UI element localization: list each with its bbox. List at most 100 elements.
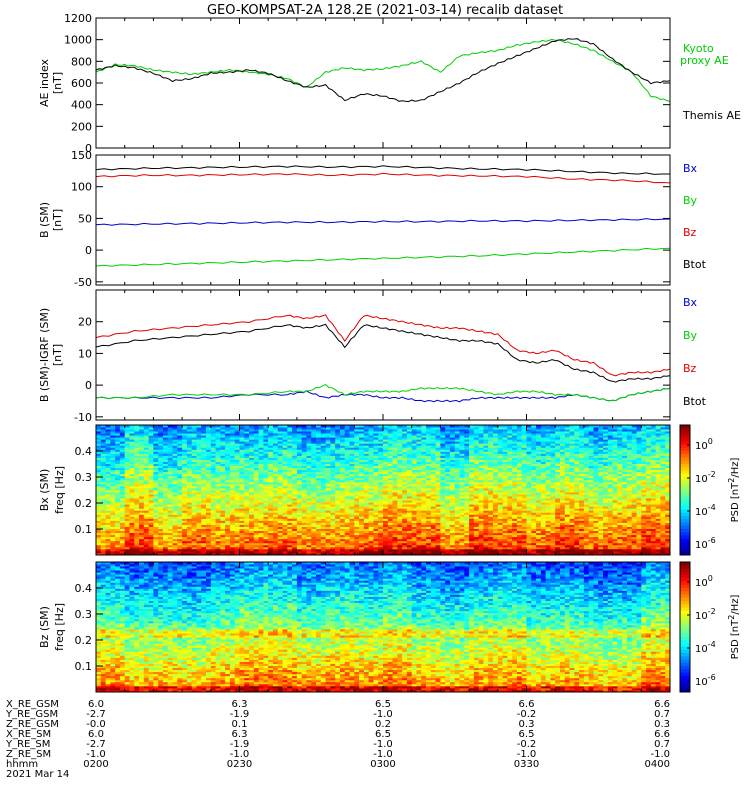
spectrogram-cell <box>167 479 173 483</box>
spectrogram-cell <box>172 451 178 454</box>
spectrogram-cell <box>220 500 226 503</box>
spectrogram-cell <box>105 469 111 473</box>
spectrogram-cell <box>139 475 145 479</box>
spectrogram-cell <box>296 538 303 542</box>
spectrogram-cell <box>311 443 317 446</box>
spectrogram-cell <box>311 471 317 475</box>
spectrogram-cell <box>225 447 231 450</box>
spectrogram-cell <box>143 530 150 534</box>
spectrogram-cell <box>229 445 236 448</box>
spectrogram-cell <box>148 477 154 481</box>
spectrogram-cell <box>186 475 193 479</box>
spectrogram-cell <box>148 528 154 532</box>
spectrogram-cell <box>320 457 326 460</box>
spectrogram-cell <box>296 471 303 475</box>
spectrogram-cell <box>134 538 140 542</box>
spectrogram-cell <box>277 441 283 444</box>
spectrogram-cell <box>110 435 116 438</box>
spectrogram-cell <box>186 514 193 517</box>
spectrogram-cell <box>234 473 240 477</box>
spectrogram-cell <box>129 494 135 497</box>
spectrogram-cell <box>115 487 121 491</box>
spectrogram-cell <box>268 451 274 454</box>
spectrogram-cell <box>153 504 159 507</box>
spectrogram-cell <box>177 433 183 436</box>
spectrogram-cell <box>244 508 250 511</box>
spectrogram-cell <box>282 542 288 546</box>
spectrogram-cell <box>182 502 188 505</box>
spectrogram-cell <box>215 518 221 521</box>
spectrogram-cell <box>105 520 111 523</box>
spectrogram-cell <box>201 459 207 462</box>
spectrogram-cell <box>96 496 102 499</box>
spectrogram-cell <box>115 461 121 464</box>
spectrogram-cell <box>215 435 221 438</box>
spectrogram-cell <box>162 477 169 481</box>
spectrogram-cell <box>206 435 212 438</box>
spectrogram-cell <box>316 504 322 507</box>
spectrogram-cell <box>325 502 331 505</box>
spectrogram-cell <box>191 524 197 527</box>
spectrogram-cell <box>272 459 279 462</box>
spectrogram-cell <box>186 522 193 525</box>
spectrogram-cell <box>182 510 188 513</box>
spectrogram-cell <box>225 492 231 495</box>
spectrogram-cell <box>186 447 193 450</box>
spectrogram-cell <box>148 465 154 469</box>
spectrogram-cell <box>268 490 274 493</box>
spectrogram-cell <box>143 492 150 495</box>
spectrogram-cell <box>239 439 245 442</box>
spectrogram-cell <box>244 441 250 444</box>
spectrogram-cell <box>320 516 326 519</box>
spectrogram-cell <box>225 518 231 521</box>
spectrogram-cell <box>287 427 293 430</box>
spectrogram-cell <box>277 479 283 483</box>
spectrogram-cell <box>296 534 303 538</box>
spectrogram-cell <box>277 526 283 529</box>
spectrogram-cell <box>115 494 121 497</box>
spectrogram-cell <box>96 506 102 509</box>
spectrogram-cell <box>234 496 240 499</box>
spectrogram-cell <box>153 483 159 487</box>
spectrogram-cell <box>277 494 283 497</box>
spectrogram-cell <box>249 528 255 532</box>
spectrogram-cell <box>263 427 269 430</box>
spectrogram-cell <box>239 534 245 538</box>
spectrogram-cell <box>148 516 154 519</box>
spectrogram-cell <box>234 534 240 538</box>
spectrogram-cell <box>282 463 288 467</box>
spectrogram-cell <box>119 443 126 446</box>
spectrogram-cell <box>158 552 164 556</box>
spectrogram-cell <box>311 439 317 442</box>
spectrogram-cell <box>167 496 173 499</box>
spectrogram-cell <box>316 506 322 509</box>
spectrogram-cell <box>296 512 303 515</box>
spectrogram-cell <box>182 451 188 454</box>
spectrogram-cell <box>239 530 245 534</box>
spectrogram-cell <box>206 548 212 552</box>
spectrogram-cell <box>110 471 116 475</box>
spectrogram-cell <box>306 500 312 503</box>
spectrogram-cell <box>139 465 145 469</box>
spectrogram-cell <box>153 475 159 479</box>
spectrogram-cell <box>96 425 102 428</box>
spectrogram-cell <box>301 498 307 501</box>
spectrogram-cell <box>105 546 111 550</box>
spectrogram-cell <box>110 431 116 434</box>
spectrogram-cell <box>148 506 154 509</box>
spectrogram-cell <box>287 530 293 534</box>
spectrogram-cell <box>263 504 269 507</box>
spectrogram-cell <box>186 504 193 507</box>
spectrogram-cell <box>292 437 298 440</box>
spectrogram-cell <box>105 502 111 505</box>
spectrogram-cell <box>172 516 178 519</box>
spectrogram-cell <box>325 435 331 438</box>
spectrogram-cell <box>263 461 269 464</box>
spectrogram-cell <box>119 433 126 436</box>
spectrogram-cell <box>182 490 188 493</box>
spectrogram-cell <box>134 473 140 477</box>
spectrogram-cell <box>167 455 173 458</box>
spectrogram-cell <box>201 469 207 473</box>
spectrogram-cell <box>191 496 197 499</box>
spectrogram-cell <box>325 540 331 544</box>
